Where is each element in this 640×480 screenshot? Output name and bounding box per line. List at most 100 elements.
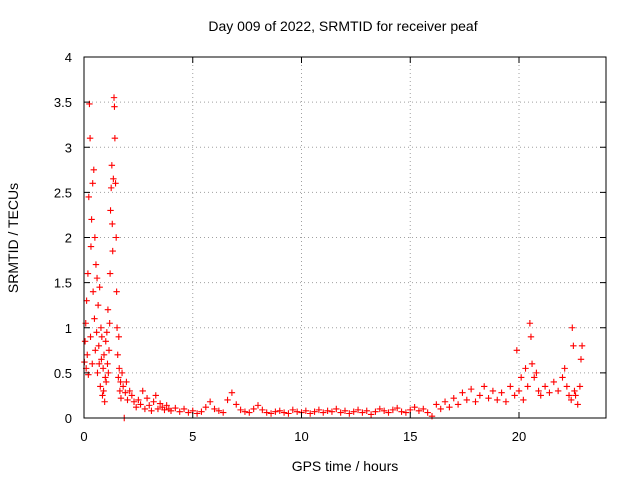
data-point	[110, 175, 117, 183]
data-point	[531, 374, 538, 381]
data-point	[88, 216, 95, 223]
data-point	[533, 369, 540, 377]
data-point	[163, 402, 170, 409]
data-point	[511, 392, 518, 399]
x-axis-label: GPS time / hours	[292, 458, 399, 474]
data-points	[81, 94, 586, 422]
data-point	[89, 360, 96, 368]
y-axis-label: SRMTID / TECUs	[5, 183, 21, 293]
data-point	[114, 351, 121, 359]
data-point	[307, 410, 314, 417]
y-tick-label: 0	[65, 411, 72, 426]
data-point	[272, 408, 279, 415]
data-point	[146, 402, 153, 409]
data-point	[563, 383, 571, 390]
data-point	[102, 338, 109, 345]
data-point	[101, 398, 108, 405]
data-point	[115, 374, 122, 381]
data-point	[224, 396, 231, 404]
data-point	[112, 234, 120, 241]
data-point	[133, 403, 140, 411]
data-point	[489, 387, 497, 395]
data-point	[89, 288, 97, 295]
data-point	[328, 408, 336, 415]
data-point	[92, 347, 99, 354]
y-tick-label: 1	[65, 321, 72, 336]
data-point	[220, 409, 227, 416]
data-point	[198, 408, 205, 415]
data-point	[363, 407, 370, 414]
data-point	[161, 406, 168, 414]
data-point	[118, 369, 126, 377]
data-point	[122, 389, 129, 396]
data-point	[354, 406, 362, 414]
data-point	[267, 410, 275, 417]
data-point	[152, 392, 159, 399]
data-point	[554, 387, 562, 395]
data-point	[98, 356, 105, 363]
data-point	[526, 320, 534, 327]
data-point	[104, 360, 111, 368]
data-point	[117, 394, 125, 402]
data-point	[139, 387, 146, 395]
data-point	[128, 392, 136, 399]
data-point	[111, 103, 118, 110]
data-point	[513, 347, 521, 354]
data-point	[476, 392, 484, 399]
data-point	[568, 396, 575, 404]
data-point	[346, 410, 353, 417]
data-point	[550, 378, 557, 386]
data-point	[156, 400, 164, 407]
data-point	[527, 333, 535, 340]
data-point	[402, 409, 410, 416]
data-point	[411, 403, 418, 411]
data-point	[124, 396, 131, 404]
data-point	[570, 342, 577, 349]
data-point	[561, 365, 568, 372]
data-point	[99, 392, 106, 399]
data-point	[100, 351, 108, 359]
data-point	[94, 301, 102, 309]
y-tick-labels: 0 0.5 1 1.5 2 2.5 3 3.5 4	[54, 50, 72, 426]
data-point	[246, 409, 253, 416]
data-point	[105, 347, 113, 354]
data-point	[571, 387, 578, 395]
data-point	[113, 324, 121, 331]
data-point	[150, 398, 157, 405]
data-point	[450, 394, 457, 402]
data-point	[99, 365, 107, 372]
data-point	[100, 387, 107, 395]
data-point	[117, 378, 124, 386]
data-point	[541, 383, 549, 390]
data-point	[507, 383, 514, 390]
x-tick-labels: 0 5 10 15 20	[80, 429, 526, 444]
data-point	[320, 409, 327, 416]
data-point	[324, 407, 331, 414]
data-point	[87, 333, 94, 340]
data-point	[180, 405, 188, 413]
data-point	[520, 396, 527, 404]
data-point	[185, 409, 192, 416]
data-point	[302, 407, 310, 414]
data-point	[472, 398, 479, 405]
data-point	[446, 403, 453, 411]
data-point	[91, 315, 98, 322]
data-point	[578, 342, 586, 349]
data-point	[103, 329, 111, 336]
data-point	[372, 408, 379, 415]
data-point	[494, 396, 501, 404]
data-point	[233, 401, 240, 408]
data-point	[81, 338, 89, 345]
data-point	[91, 234, 99, 241]
data-point	[535, 387, 542, 395]
data-point	[524, 383, 531, 390]
data-point	[517, 374, 525, 381]
data-point	[285, 410, 292, 417]
data-point	[96, 283, 103, 291]
data-point	[250, 405, 257, 413]
data-point	[106, 270, 114, 277]
data-point	[315, 406, 323, 414]
data-point	[112, 180, 119, 187]
data-point	[193, 410, 201, 417]
